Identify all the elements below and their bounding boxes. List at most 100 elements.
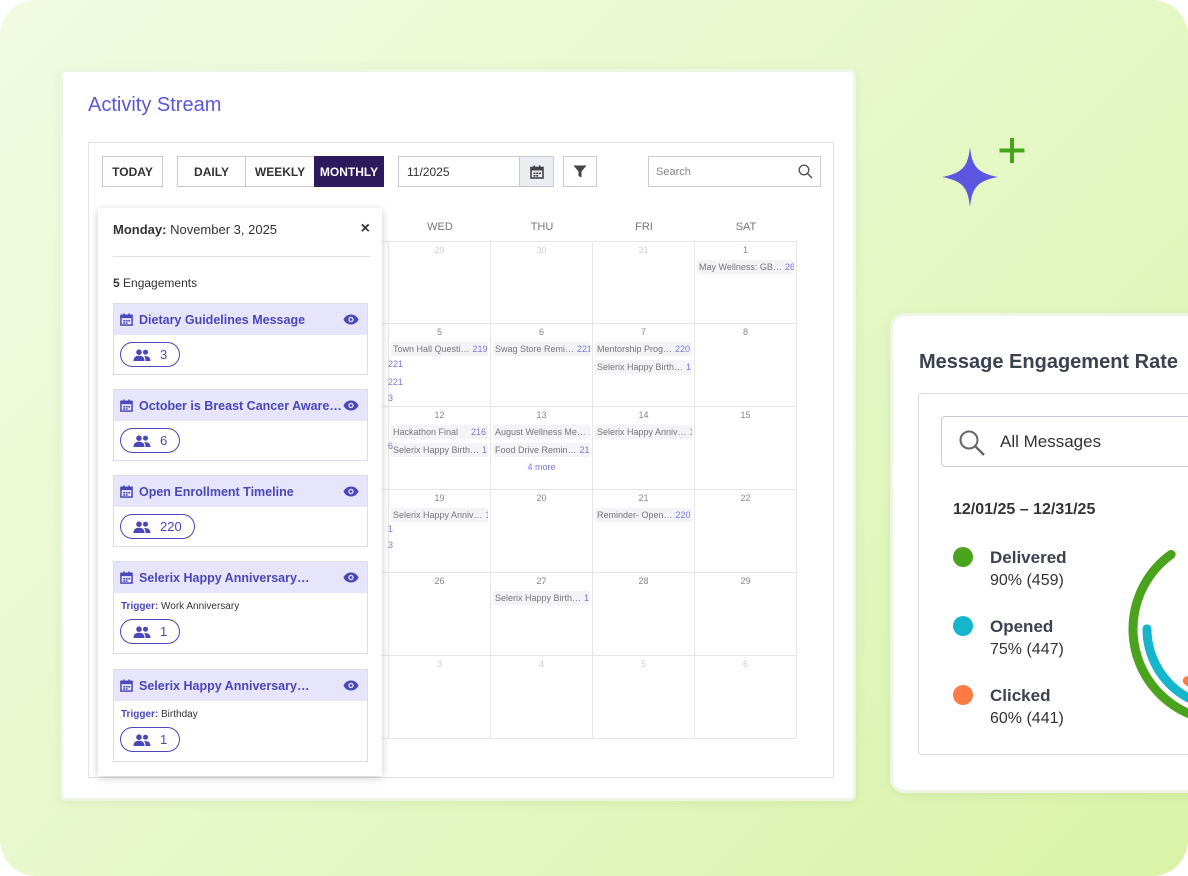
calendar-day-cell[interactable]: 21 Reminder- Open… 220 (593, 490, 695, 573)
people-icon (133, 520, 151, 533)
event-recipient-count: 1 (686, 362, 692, 372)
weekly-view-button[interactable]: WEEKLY (245, 156, 315, 187)
month-grid: 29 30 31 1 May Wellness: GB… 26 5 Town Hall Que… (102, 241, 812, 739)
message-filter-input[interactable]: All Messages (941, 416, 1188, 467)
recipients-badge[interactable]: 3 (120, 342, 181, 367)
calendar-event[interactable]: August Wellness Me…1 (493, 425, 590, 439)
eye-icon[interactable] (343, 486, 359, 497)
more-events-link[interactable]: 4 more (527, 462, 556, 472)
recipients-badge[interactable]: 6 (120, 428, 181, 453)
calendar-day-cell[interactable]: 6 Swag Store Remi… 221 (491, 324, 593, 407)
event-name: Hackathon Final (393, 427, 459, 437)
day-number: 29 (434, 245, 445, 255)
event-name: Town Hall Questi… (393, 344, 470, 354)
engagement-item: Open Enrollment Timeline 220 (113, 475, 368, 547)
recipients-badge[interactable]: 220 (120, 514, 195, 539)
event-recipient-count: 1 (589, 427, 590, 437)
daily-view-button[interactable]: DAILY (177, 156, 246, 187)
day-number: 30 (536, 245, 547, 255)
calendar-search-input[interactable]: Search (648, 156, 821, 187)
event-count-fragment: 3 (388, 393, 394, 403)
calendar-event[interactable]: May Wellness: GB… 26 (697, 260, 794, 274)
calendar-event[interactable]: Town Hall Questi… 219 (391, 342, 488, 356)
engagement-header[interactable]: Open Enrollment Timeline (114, 476, 367, 507)
recipients-badge[interactable]: 1 (120, 727, 181, 752)
event-name: Selerix Happy Anniv… (597, 427, 687, 437)
calendar-event[interactable]: Selerix Happy Birth… 1 (595, 360, 692, 374)
day-number: 7 (640, 327, 646, 337)
day-number: 21 (638, 493, 649, 503)
monthly-view-button[interactable]: MONTHLY (314, 156, 384, 187)
calendar-event[interactable]: Selerix Happy Anniv…1 (391, 508, 488, 522)
close-icon[interactable]: × (360, 220, 370, 237)
engagement-item: Dietary Guidelines Message 3 (113, 303, 368, 375)
calendar-day-cell[interactable]: 12 Hackathon Final 216 Selerix Happy Birth…… (389, 407, 491, 490)
event-recipient-count: 1 (486, 510, 488, 520)
weekday-header: SAT (735, 221, 757, 233)
calendar-day-cell[interactable]: 5 (593, 656, 695, 739)
day-number: 8 (742, 327, 748, 337)
calendar-day-cell[interactable]: 28 (593, 573, 695, 656)
calendar-day-cell[interactable]: 6 (695, 656, 797, 739)
day-number: 15 (740, 410, 751, 420)
calendar-day-cell[interactable]: 1 May Wellness: GB… 26 (695, 241, 797, 324)
calendar-day-cell[interactable]: 13 August Wellness Me…1 Food Drive Remin…2… (491, 407, 593, 490)
engagement-header[interactable]: Selerix Happy Anniversary… (114, 562, 367, 593)
calendar-day-cell[interactable]: 20 (491, 490, 593, 573)
calendar-event[interactable]: Swag Store Remi… 221 (493, 342, 590, 356)
event-recipient-count: 219 (472, 344, 488, 354)
eye-icon[interactable] (343, 314, 359, 325)
recipients-badge[interactable]: 1 (120, 619, 181, 644)
engagement-header[interactable]: Selerix Happy Anniversary… (114, 670, 367, 701)
event-name: Swag Store Remi… (495, 344, 575, 354)
engagement-header[interactable]: October is Breast Cancer Awareness (114, 390, 367, 421)
eye-icon[interactable] (343, 400, 359, 411)
calendar-icon-button[interactable] (519, 157, 553, 186)
calendar-day-cell[interactable]: 30 (491, 241, 593, 324)
calendar-event[interactable]: Selerix Happy Birth… 1 (493, 591, 590, 605)
calendar-day-cell[interactable]: 7 Mentorship Prog… 220 Selerix Happy Birth…… (593, 324, 695, 407)
calendar-day-cell[interactable]: 5 Town Hall Questi… 219 (389, 324, 491, 407)
day-number: 26 (434, 576, 445, 586)
calendar-day-cell[interactable]: 31 (593, 241, 695, 324)
engagement-trigger: Trigger: Work Anniversary (121, 601, 367, 612)
calendar-day-cell[interactable]: 4 (491, 656, 593, 739)
legend-swatch (953, 616, 973, 636)
calendar-day-cell[interactable]: 26 (389, 573, 491, 656)
eye-icon[interactable] (343, 572, 359, 583)
event-name: May Wellness: GB… (699, 262, 782, 272)
calendar-day-cell[interactable]: 27 Selerix Happy Birth… 1 (491, 573, 593, 656)
calendar-day-cell[interactable]: 22 (695, 490, 797, 573)
day-number: 28 (638, 576, 649, 586)
weekday-header: THU (530, 221, 554, 233)
calendar-event[interactable]: Hackathon Final 216 (391, 425, 488, 439)
calendar-event[interactable]: Selerix Happy Anniv…1 (595, 425, 692, 439)
popover-day-label: Monday: (113, 222, 167, 237)
event-recipient-count: 220 (675, 510, 691, 520)
day-number: 22 (740, 493, 751, 503)
day-number: 13 (536, 410, 547, 420)
filter-button[interactable] (563, 156, 597, 187)
event-name: Selerix Happy Birth… (495, 593, 582, 603)
trigger-value: Work Anniversary (161, 601, 240, 612)
calendar-event[interactable]: Food Drive Remin…218 (493, 443, 590, 457)
calendar-day-cell[interactable]: 8 (695, 324, 797, 407)
calendar-day-cell[interactable]: 15 (695, 407, 797, 490)
calendar-event[interactable]: Reminder- Open… 220 (595, 508, 692, 522)
day-number: 31 (638, 245, 649, 255)
calendar-event[interactable]: Selerix Happy Birth… 1 (391, 443, 488, 457)
eye-icon[interactable] (343, 680, 359, 691)
month-picker-input[interactable]: 11/2025 (398, 156, 554, 187)
engagement-trigger: Trigger: Birthday (121, 709, 367, 720)
calendar-day-cell[interactable]: 3 (389, 656, 491, 739)
calendar-day-cell[interactable]: 29 (389, 241, 491, 324)
calendar-event[interactable]: Mentorship Prog… 220 (595, 342, 692, 356)
day-number: 29 (740, 576, 751, 586)
engagement-rate-title: Message Engagement Rate (919, 351, 1178, 373)
calendar-day-cell[interactable]: 14 Selerix Happy Anniv…1 (593, 407, 695, 490)
calendar-day-cell[interactable]: 29 (695, 573, 797, 656)
engagement-header[interactable]: Dietary Guidelines Message (114, 304, 367, 335)
today-button[interactable]: TODAY (102, 156, 163, 187)
people-icon (133, 434, 151, 447)
